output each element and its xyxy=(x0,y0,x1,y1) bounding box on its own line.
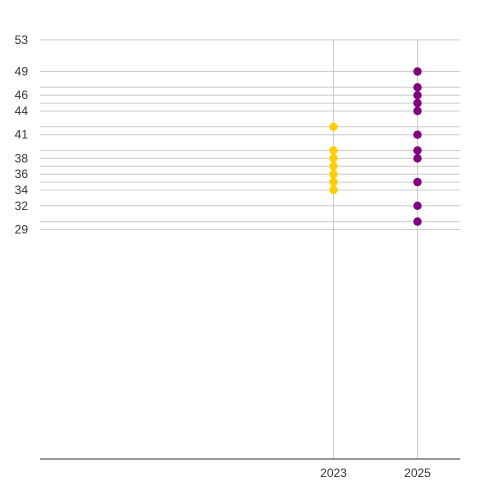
y-tick-label: 29 xyxy=(15,223,29,237)
x-axis-tick-labels: 2023 2025 xyxy=(320,466,431,480)
data-point xyxy=(329,154,338,163)
data-point xyxy=(413,146,422,155)
data-point xyxy=(329,162,338,171)
y-tick-label: 34 xyxy=(15,183,29,197)
data-point xyxy=(413,83,422,92)
data-point xyxy=(413,98,422,108)
y-tick-label: 49 xyxy=(15,65,29,79)
data-point xyxy=(413,177,422,187)
data-point xyxy=(413,201,422,210)
y-tick-label: 46 xyxy=(15,88,29,102)
x-tick-label: 2023 xyxy=(320,466,347,480)
data-point xyxy=(413,91,422,100)
x-tick-label: 2025 xyxy=(404,466,431,480)
y-tick-label: 32 xyxy=(15,199,29,213)
y-tick-label: 38 xyxy=(15,151,29,165)
data-point xyxy=(413,217,422,226)
data-points xyxy=(329,67,422,226)
data-point xyxy=(413,154,422,163)
data-point xyxy=(413,106,422,116)
y-tick-label: 44 xyxy=(15,104,29,118)
data-point xyxy=(413,130,422,139)
data-point xyxy=(329,185,338,195)
y-tick-label: 41 xyxy=(15,128,29,142)
data-point xyxy=(329,122,338,131)
y-tick-label: 53 xyxy=(15,33,29,47)
data-point xyxy=(329,170,338,179)
data-point xyxy=(329,177,338,187)
data-point xyxy=(413,67,422,76)
y-axis-tick-labels: 53 49 46 44 41 38 36 34 32 29 xyxy=(15,33,29,237)
data-point xyxy=(329,146,338,155)
horizontal-gridlines xyxy=(40,39,460,230)
y-tick-label: 36 xyxy=(15,167,29,181)
